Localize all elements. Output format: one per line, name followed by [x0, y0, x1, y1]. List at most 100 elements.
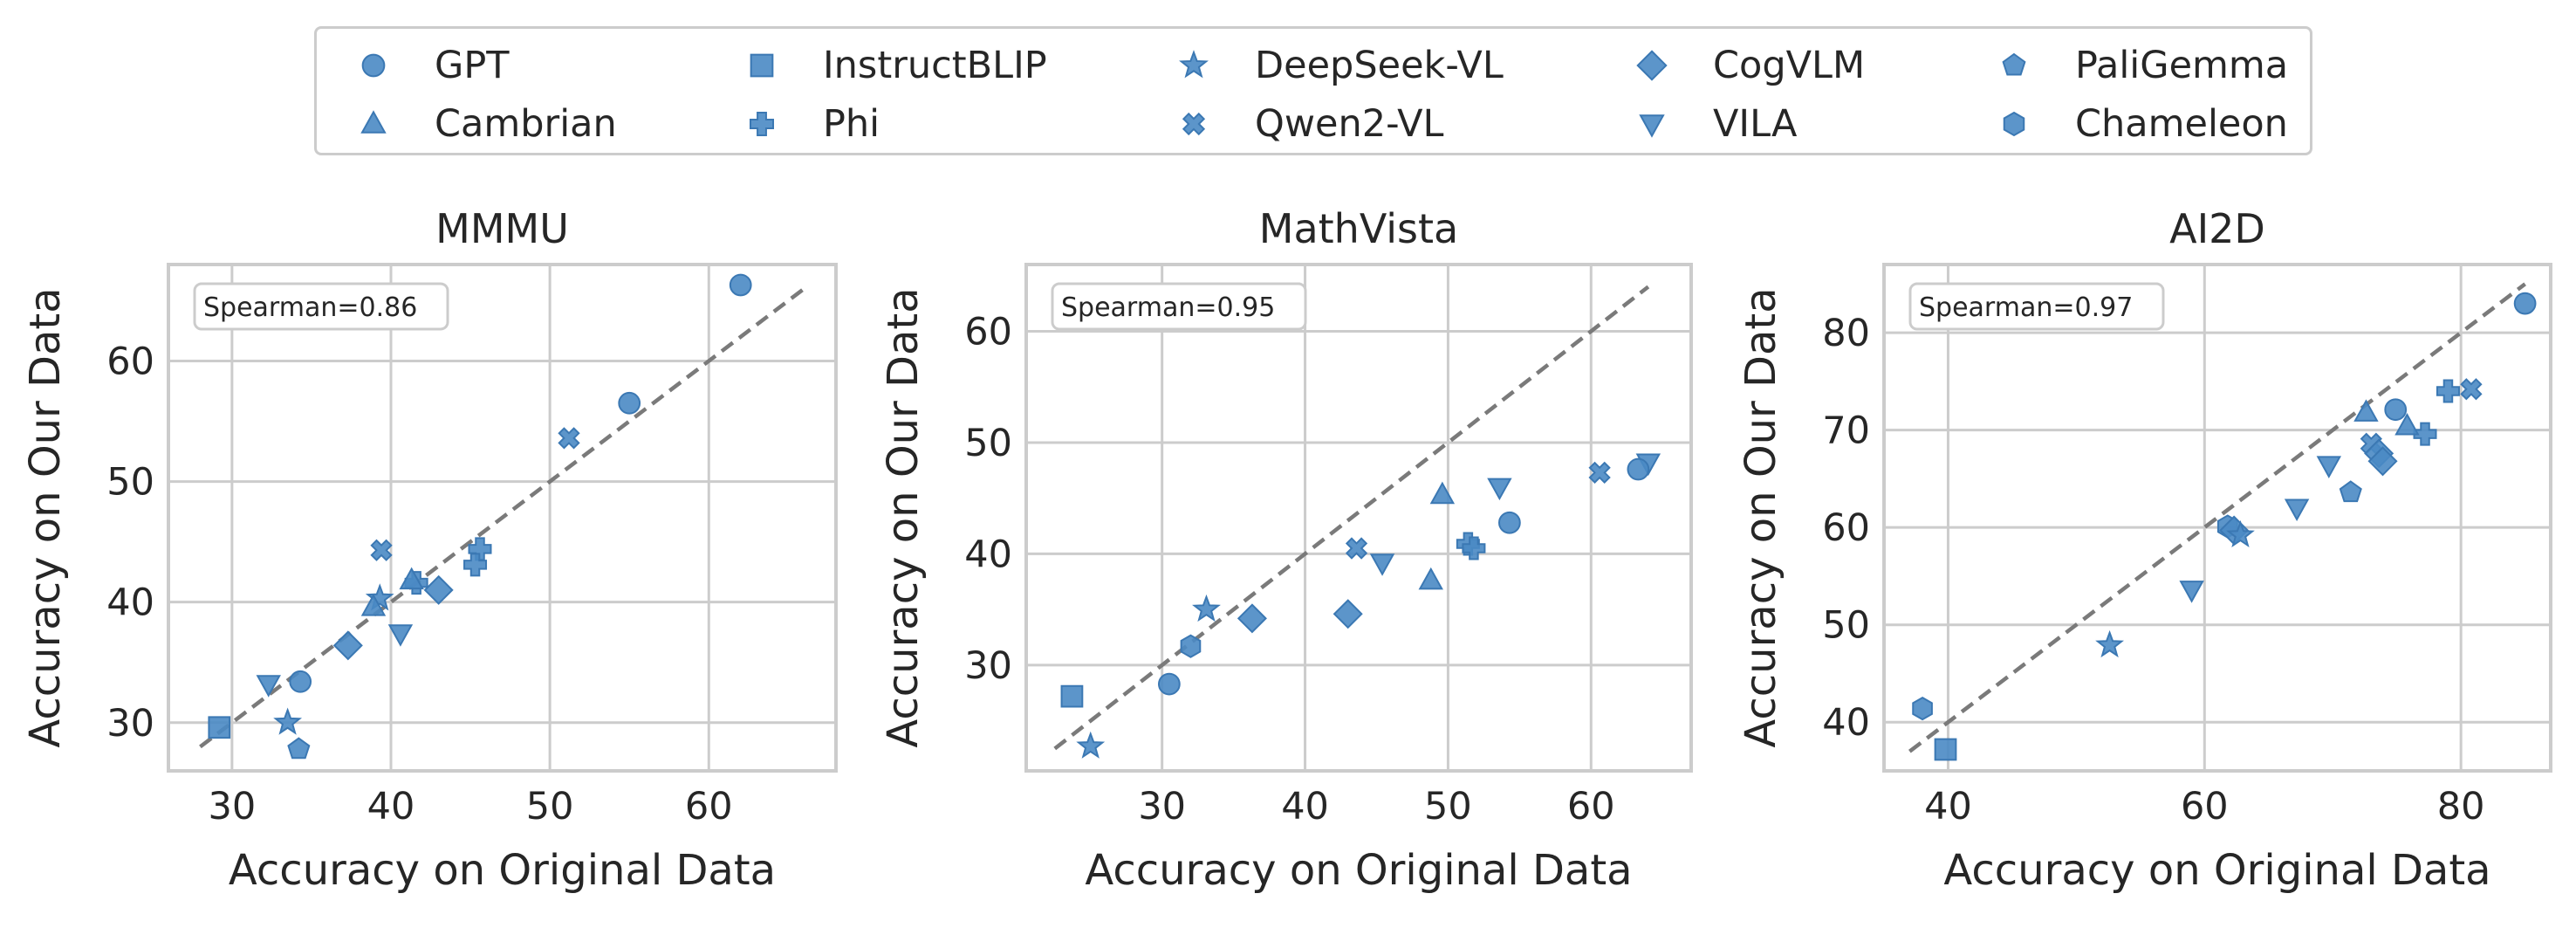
- triangle-up-marker-icon: [360, 110, 387, 134]
- identity-diagonal-line: [1908, 282, 2526, 753]
- x-tick-label: 50: [526, 785, 574, 828]
- y-tick-label: 50: [1822, 604, 1870, 648]
- legend-item-gpt: GPT: [356, 36, 510, 95]
- data-point-cogvlm: [423, 574, 454, 605]
- legend-label: DeepSeek-VL: [1255, 44, 1504, 87]
- y-axis-label: Accuracy on Our Data: [879, 287, 928, 747]
- y-tick-label: 30: [964, 644, 1012, 688]
- data-point-cogvlm: [1333, 599, 1363, 629]
- chart-panel-ai2d: 40 60 80 40 50 60 70 80 Accuracy on Original Dat…: [1737, 205, 2552, 895]
- data-point-gpt: [2513, 292, 2537, 315]
- y-tick-label: 60: [964, 310, 1012, 354]
- legend-marker-shape: [750, 53, 774, 78]
- identity-diagonal-line: [199, 286, 805, 749]
- data-point-vila: [387, 624, 414, 647]
- data-point-gpt: [729, 273, 752, 297]
- plus-marker-icon: [750, 112, 774, 136]
- data-point-phi: [1462, 536, 1486, 560]
- legend-item-chameleon: Chameleon: [1997, 94, 2288, 154]
- x-axis-label: Accuracy on Original Data: [1943, 846, 2490, 895]
- x-tick-label: 50: [1424, 785, 1472, 828]
- diamond-marker-icon: [1636, 50, 1668, 81]
- spearman-annotation: Spearman=0.97: [1919, 292, 2133, 323]
- legend-item-cambrian: Cambrian: [356, 94, 617, 154]
- data-point-gpt: [1157, 672, 1181, 696]
- data-point-deepseek-vl: [2095, 629, 2124, 658]
- legend-item-deepseek-vl: DeepSeek-VL: [1176, 36, 1504, 95]
- spearman-box: [193, 282, 449, 331]
- triangle-down-marker-icon: [1639, 114, 1665, 138]
- data-point-deepseek-vl: [1192, 594, 1221, 622]
- data-point-paligemma: [2339, 480, 2362, 503]
- data-point-vila: [1487, 478, 1512, 501]
- legend-marker-shape: [2003, 111, 2025, 137]
- y-tick-label: 40: [964, 533, 1012, 576]
- data-point-phi: [463, 553, 488, 577]
- data-point-qwen2-vl: [1588, 461, 1611, 485]
- hexagon-marker-icon: [2003, 111, 2025, 137]
- y-tick-label: 60: [1822, 506, 1870, 550]
- data-point-qwen2-vl: [370, 539, 393, 561]
- y-tick-label: 60: [106, 340, 154, 383]
- y-axis-label: Accuracy on Our Data: [1737, 287, 1785, 747]
- data-point-qwen2-vl: [1345, 537, 1368, 560]
- data-point-vila: [1369, 553, 1395, 576]
- data-point-chameleon: [1912, 696, 1933, 721]
- x-axis-label: Accuracy on Original Data: [1085, 846, 1632, 895]
- square-marker-icon: [750, 53, 774, 78]
- data-point-phi: [2436, 379, 2460, 403]
- legend-marker-shape: [361, 53, 386, 78]
- legend-label: Chameleon: [2075, 102, 2288, 146]
- chart-title: MMMU: [435, 205, 569, 252]
- data-point-gpt: [2384, 398, 2408, 422]
- plot-frame: [1882, 263, 2552, 773]
- spearman-box: [1051, 282, 1307, 331]
- data-point-chameleon: [1180, 634, 1202, 658]
- y-tick-label: 80: [1822, 312, 1870, 355]
- data-point-gpt: [1627, 457, 1650, 481]
- data-point-deepseek-vl: [1076, 731, 1106, 759]
- data-point-qwen2-vl: [558, 427, 580, 450]
- legend-label: CogVLM: [1713, 44, 1866, 87]
- legend-label: Cambrian: [435, 102, 617, 146]
- data-point-cambrian: [399, 567, 424, 590]
- legend-label: Qwen2-VL: [1255, 102, 1444, 146]
- identity-diagonal-line: [1053, 285, 1650, 751]
- star-marker-icon: [1179, 50, 1209, 79]
- data-point-vila: [256, 675, 281, 698]
- data-point-qwen2-vl: [2460, 378, 2483, 401]
- y-axis-label: Accuracy on Our Data: [21, 287, 70, 747]
- chart-panel-mmmu: 30 40 50 60 30 40 50 60 Accuracy on Original Dat…: [21, 205, 838, 895]
- data-point-cambrian: [2353, 399, 2379, 422]
- legend-marker-shape: [2002, 52, 2026, 76]
- legend-marker-shape: [1179, 50, 1209, 79]
- data-point-instructblip: [1060, 684, 1084, 708]
- legend-item-vila: VILA: [1634, 94, 1797, 154]
- spearman-annotation: Spearman=0.95: [1061, 292, 1275, 323]
- circle-marker-icon: [361, 53, 386, 78]
- spearman-annotation: Spearman=0.86: [203, 292, 417, 323]
- data-point-vila: [2179, 581, 2204, 603]
- legend-item-cogvlm: CogVLM: [1634, 36, 1865, 95]
- y-tick-label: 30: [106, 702, 154, 746]
- legend-marker-shape: [750, 112, 774, 136]
- data-point-gpt: [1498, 511, 1521, 534]
- legend-marker-shape: [1639, 114, 1665, 138]
- y-tick-label: 40: [1822, 701, 1870, 745]
- data-point-gpt: [289, 670, 312, 693]
- legend-label: GPT: [435, 44, 510, 87]
- data-point-paligemma: [287, 737, 311, 760]
- data-point-cambrian: [1418, 567, 1443, 590]
- data-point-cogvlm: [332, 630, 363, 661]
- legend-label: VILA: [1713, 102, 1798, 146]
- data-point-gpt: [618, 391, 641, 415]
- x-tick-label: 30: [1138, 785, 1186, 828]
- legend-marker-shape: [1182, 112, 1206, 136]
- x-tick-label: 80: [2437, 785, 2485, 828]
- y-tick-label: 40: [106, 581, 154, 625]
- x-tick-label: 40: [367, 785, 415, 828]
- x-tick-label: 60: [1567, 785, 1615, 828]
- x-marker-icon: [1182, 112, 1206, 136]
- data-point-instructblip: [1934, 738, 1957, 761]
